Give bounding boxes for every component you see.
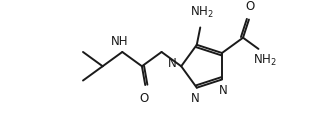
Text: N: N xyxy=(191,92,200,105)
Text: O: O xyxy=(140,92,149,105)
Text: NH: NH xyxy=(111,35,128,48)
Text: NH$_2$: NH$_2$ xyxy=(190,5,214,20)
Text: O: O xyxy=(245,0,254,13)
Text: NH$_2$: NH$_2$ xyxy=(253,53,276,68)
Text: N: N xyxy=(219,84,228,97)
Text: N: N xyxy=(168,57,177,70)
